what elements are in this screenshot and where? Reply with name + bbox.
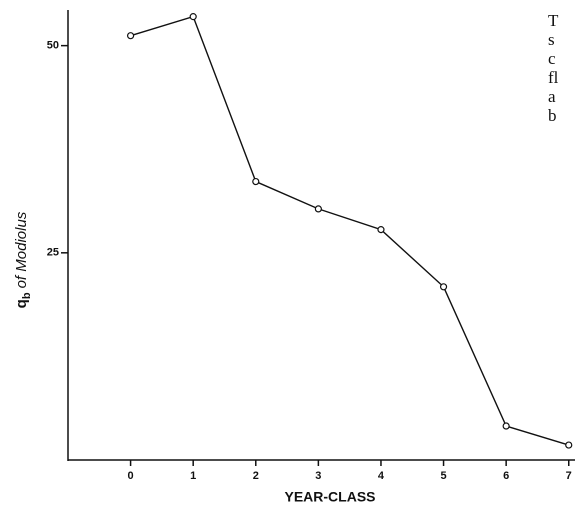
data-point <box>252 177 260 186</box>
side-text: T <box>548 11 559 30</box>
data-point <box>502 422 510 430</box>
data-point <box>565 441 573 449</box>
x-tick-label: 3 <box>315 470 321 482</box>
x-tick-label: 0 <box>128 470 134 482</box>
y-label-text: of Modiolus <box>13 211 30 288</box>
side-text: b <box>548 106 557 125</box>
data-point <box>439 283 448 291</box>
y-tick-label: 50 <box>47 40 59 52</box>
y-label-symbol: q <box>13 299 30 308</box>
side-text: a <box>548 87 556 106</box>
y-axis-label: qb of Modiolus <box>13 211 33 308</box>
data-line <box>130 15 569 446</box>
x-axis-label: YEAR-CLASS <box>284 489 375 505</box>
x-tick-label: 6 <box>503 470 509 482</box>
side-text: c <box>548 49 556 68</box>
x-tick-label: 1 <box>190 470 196 482</box>
side-text: s <box>548 30 555 49</box>
x-tick-label: 4 <box>378 470 385 482</box>
y-tick-label: 25 <box>47 247 59 259</box>
x-tick-label: 7 <box>566 470 572 482</box>
data-point <box>377 226 385 234</box>
x-tick-label: 5 <box>440 470 446 482</box>
y-label-subscript: b <box>21 292 33 299</box>
data-point <box>189 13 197 21</box>
data-point <box>126 32 135 40</box>
data-point <box>314 205 322 213</box>
x-tick-label: 2 <box>253 470 259 482</box>
side-text: fl <box>548 68 559 87</box>
